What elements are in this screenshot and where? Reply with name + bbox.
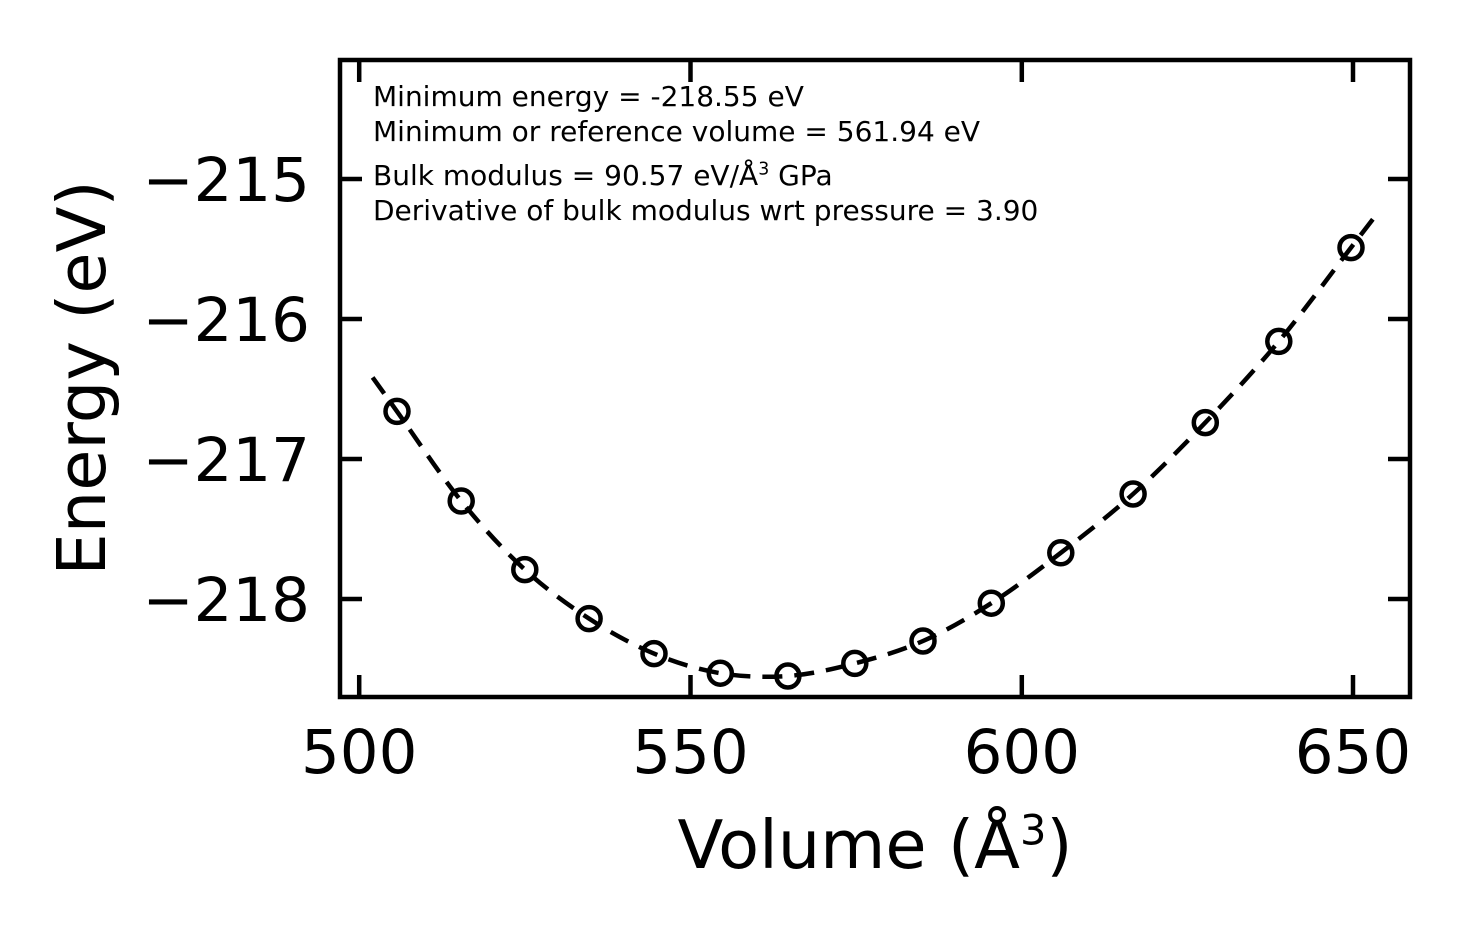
x-axis-label: Volume (Å3) (340, 806, 1410, 884)
annotation-min-energy: Minimum energy = -218.55 eV (373, 80, 804, 113)
data-point-marker (1119, 480, 1147, 508)
data-point-marker (1047, 539, 1075, 567)
annotation-bulk-modulus-text: Bulk modulus = 90.57 eV/Å (373, 159, 759, 192)
data-point-marker (1191, 408, 1220, 437)
annotation-bulk-modulus-sup: 3 (758, 159, 770, 180)
annotation-bulk-modulus-derivative: Derivative of bulk modulus wrt pressure … (373, 194, 1039, 227)
x-axis-label-text: Volume (Å (677, 806, 1020, 884)
x-tick-label: 650 (1295, 717, 1411, 788)
x-tick-label: 500 (301, 717, 417, 788)
x-axis-label-close: ) (1046, 806, 1073, 884)
data-point-marker (909, 627, 937, 655)
eos-fit-curve (370, 216, 1376, 680)
data-point-marker (447, 487, 475, 515)
x-axis-label-sup: 3 (1019, 805, 1047, 855)
y-tick-label: −215 (142, 145, 310, 216)
y-tick-label: −216 (142, 285, 310, 356)
data-point-marker (575, 604, 603, 633)
data-point-marker (383, 397, 411, 426)
data-point-marker (1265, 327, 1293, 356)
plot-frame (337, 57, 1413, 700)
data-point-marker (774, 662, 802, 690)
annotation-bulk-modulus-unit: GPa (769, 159, 833, 192)
data-point-marker (1337, 233, 1365, 262)
y-tick-label: −218 (142, 565, 310, 636)
data-point-marker (511, 555, 539, 584)
data-point-marker (841, 649, 869, 678)
x-tick-label: 550 (632, 717, 748, 788)
y-axis-label: Energy (eV) (43, 180, 121, 576)
annotation-bulk-modulus: Bulk modulus = 90.57 eV/Å3 GPa (373, 158, 1038, 193)
fit-results-annotation: Minimum energy = -218.55 eV Minimum or r… (373, 79, 1038, 228)
annotation-min-volume: Minimum or reference volume = 561.94 eV (373, 115, 981, 148)
y-tick-label: −217 (142, 425, 310, 496)
x-tick-label: 600 (964, 717, 1080, 788)
data-point-marker (977, 589, 1006, 617)
data-point-marker (640, 639, 668, 668)
data-point-marker (706, 659, 735, 687)
